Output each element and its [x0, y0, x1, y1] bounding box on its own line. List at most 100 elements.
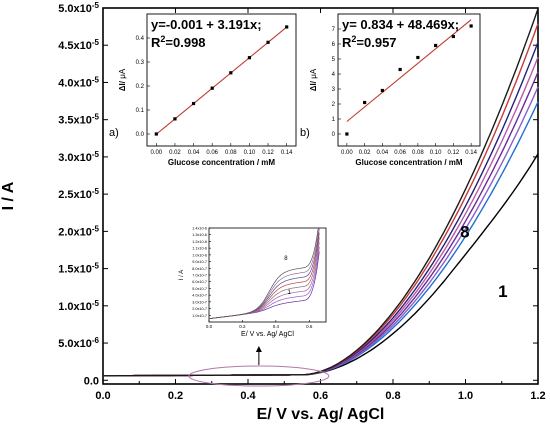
inset-x-axis-label: Glucose concentration / mM	[168, 158, 275, 167]
zoom-y-tick-label: 1.0x10-6	[192, 253, 207, 257]
zoom-y-tick-label: 3.0x10-7	[192, 300, 207, 304]
inset-x-tick-label: 0.12	[448, 150, 460, 156]
inset-y-axis-label: ΔI/ μA	[309, 68, 318, 91]
data-point	[154, 132, 158, 136]
x-tick-label: 0.4	[240, 390, 256, 402]
inset-x-tick-label: 0.00	[150, 150, 162, 156]
panel-letter: a)	[109, 127, 119, 139]
inset-x-tick-label: 0.08	[225, 150, 237, 156]
x-tick-label: 0.6	[313, 390, 328, 402]
inset-y-tick-label: 0.3	[136, 60, 145, 66]
y-tick-label: 1.0x10-5	[58, 298, 99, 313]
inset-x-tick-label: 0.06	[206, 150, 218, 156]
fit-line	[346, 19, 472, 122]
inset-y-tick-label: 0	[332, 132, 336, 138]
data-point	[363, 100, 367, 105]
inset-y-tick-label: 3	[332, 87, 336, 93]
zoom-series-label-last: 8	[284, 256, 288, 262]
inset-x-tick-label: 0.00	[341, 150, 353, 156]
inset-y-tick-label: 0.0	[136, 132, 145, 138]
inset-x-tick-label: 0.04	[377, 150, 389, 156]
series-label-last: 8	[460, 222, 469, 241]
fit-r-squared: R2=0.957	[342, 34, 397, 50]
zoom-series-label-first: 1	[288, 290, 292, 296]
fit-line	[155, 26, 288, 135]
data-point	[191, 101, 196, 106]
highlight-ellipse	[188, 365, 330, 387]
zoom-y-tick-label: 1.1x10-6	[192, 247, 207, 251]
zoom-y-tick-label: 8.0x10-7	[192, 267, 207, 271]
inset-y-tick-label: 1	[332, 117, 336, 123]
inset-y-tick-label: 0.4	[136, 36, 145, 42]
x-tick-label: 1.2	[530, 390, 545, 402]
zoom-y-tick-label: 2.0x10-7	[192, 307, 207, 311]
inset-x-tick-label: 0.06	[394, 150, 406, 156]
y-tick-label: 2.0x10-5	[58, 224, 99, 239]
zoom-y-tick-label: 1.3x10-6	[192, 233, 207, 237]
zoom-y-tick-label: 4.0x10-7	[192, 294, 207, 298]
inset-frame	[337, 13, 481, 147]
zoom-y-tick-label: 5.0x10-7	[192, 287, 207, 291]
data-point	[434, 43, 438, 48]
y-tick-label: 1.5x10-5	[58, 261, 99, 276]
zoom-y-tick-label: 7.0x10-7	[192, 274, 207, 278]
y-tick-label: 0.0	[84, 375, 99, 387]
inset-x-tick-label: 0.14	[465, 150, 477, 156]
data-point	[398, 67, 402, 72]
zoom-x-tick-label: 0.2	[239, 324, 246, 329]
fit-equation: y=-0.001 + 3.191x;	[151, 17, 262, 32]
data-point	[345, 132, 349, 136]
zoom-x-tick-label: 0.4	[273, 324, 280, 329]
inset-y-tick-label: 0.2	[136, 84, 145, 90]
y-tick-label: 3.0x10-5	[58, 149, 99, 164]
inset-y-tick-label: 6	[332, 42, 336, 48]
y-axis-label: I / A	[0, 181, 17, 210]
zoom-y-tick-label: 1.4x10-6	[192, 227, 207, 231]
inset-zoom: 0.0 0.2 0.4 0.6 1.0x10-7 2.0x10-7 3.0x10-7 4.0x…	[179, 227, 327, 338]
inset-x-tick-label: 0.12	[262, 150, 274, 156]
x-tick-label: 1.0	[458, 390, 473, 402]
inset-y-tick-label: 4	[332, 72, 336, 78]
panel-letter: b)	[300, 127, 310, 139]
data-point	[229, 71, 233, 75]
y-tick-label: 5.0x10-5	[58, 1, 99, 16]
x-tick-label: 0.8	[385, 390, 400, 402]
x-tick-label: 0.0	[95, 390, 110, 402]
inset-a: 0.00 0.02 0.04 0.06 0.08 0.10 0.12 0.14 0.0 0.1 0.…	[109, 13, 297, 167]
y-tick-label: 4.5x10-5	[58, 38, 99, 53]
zoom-y-tick-label: 6.0x10-7	[192, 280, 207, 284]
zoom-x-tick-label: 0.0	[206, 324, 213, 329]
x-tick-label: 0.2	[168, 390, 183, 402]
data-point	[451, 34, 455, 39]
zoom-x-axis-label: E/ V vs. Ag/ AgCl	[241, 331, 294, 338]
inset-x-tick-label: 0.10	[244, 150, 256, 156]
inset-x-tick-label: 0.04	[188, 150, 200, 156]
inset-x-axis-label: Glucose concentration / mM	[355, 158, 462, 167]
data-point	[416, 55, 420, 60]
y-tick-label: 2.5x10-5	[58, 187, 99, 202]
arrow-head	[255, 346, 262, 352]
y-tick-label: 5.0x10-6	[58, 336, 99, 351]
inset-y-tick-label: 0.1	[136, 108, 145, 114]
inset-x-tick-label: 0.08	[412, 150, 424, 156]
data-point	[380, 88, 384, 93]
zoom-curve-series	[208, 227, 320, 319]
inset-x-tick-label: 0.02	[359, 150, 371, 156]
inset-x-tick-label: 0.14	[281, 150, 293, 156]
data-point	[173, 117, 177, 121]
zoom-y-axis-label: I / A	[179, 270, 185, 280]
zoom-y-tick-label: 9.0x10-7	[192, 260, 207, 264]
data-point	[285, 25, 289, 29]
zoom-y-tick-label: 1.2x10-6	[192, 240, 207, 244]
zoom-x-tick-label: 0.6	[306, 324, 313, 329]
series-label-first: 1	[498, 282, 507, 301]
inset-b: 0.00 0.02 0.04 0.06 0.08 0.10 0.12 0.14 0 1 2 3 4 5 6 7…	[300, 13, 481, 167]
inset-y-tick-label: 2	[332, 102, 336, 108]
inset-y-tick-label: 7	[332, 27, 336, 33]
inset-x-tick-label: 0.02	[169, 150, 181, 156]
inset-y-axis-label: ΔI/ μA	[118, 68, 127, 91]
zoom-y-tick-label: 1.0x10-7	[192, 314, 207, 318]
x-axis-label: E/ V vs. Ag/ AgCl	[257, 406, 385, 423]
data-point	[210, 86, 214, 90]
